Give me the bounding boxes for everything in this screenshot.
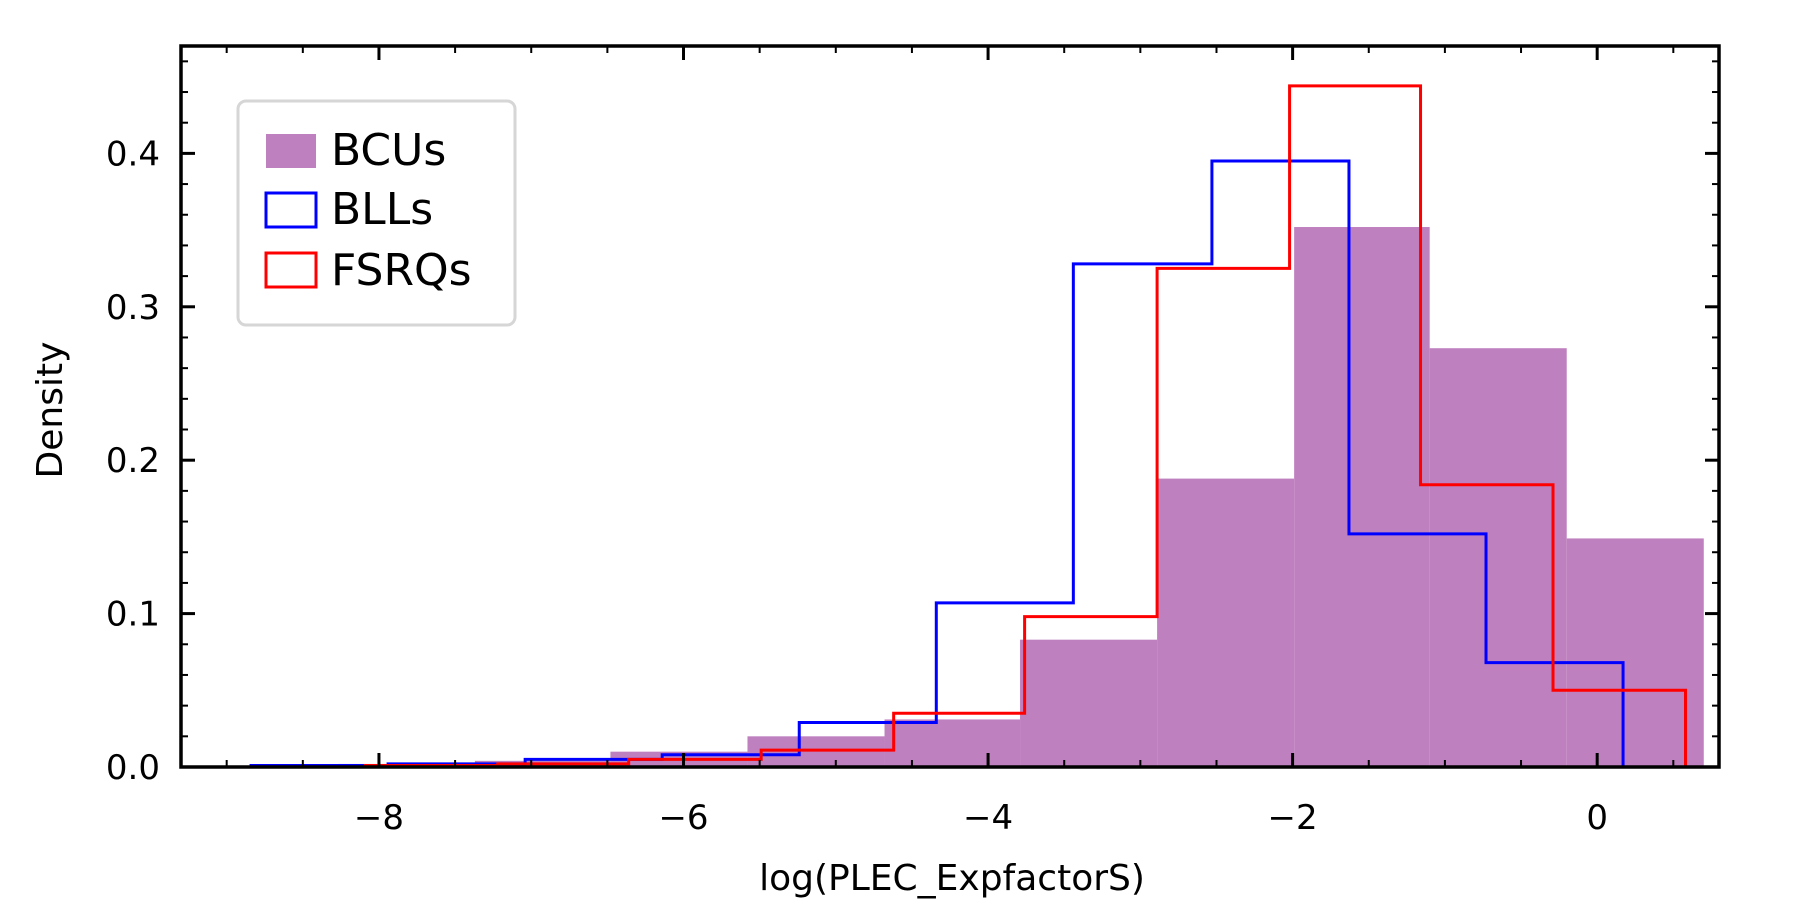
legend-label-bcus: BCUs: [331, 125, 446, 176]
bcus-bar: [1157, 478, 1295, 767]
axis-ticks: −8 −6 −4 −2 0 0.0 0.1 0.2 0.3 0.4: [106, 46, 1719, 838]
x-axis-label: log(PLEC_ExpfactorS): [759, 858, 1145, 899]
blls-step-line: [249, 159, 1625, 767]
axes-frame: [179, 44, 1721, 769]
y-tick-label: 0.4: [106, 134, 160, 174]
y-tick-label: 0.0: [106, 748, 160, 788]
step-lines: [249, 84, 1687, 767]
y-tick-label: 0.3: [106, 288, 160, 328]
legend-swatch-blls: [264, 191, 318, 229]
legend-label-fsrqs: FSRQs: [331, 245, 472, 296]
bcus-bar: [1566, 538, 1704, 767]
bcus-bar: [1020, 639, 1158, 767]
bcus-bar: [884, 719, 1021, 767]
x-tick-label: −8: [354, 798, 404, 838]
fsrqs-step-line: [363, 84, 1687, 767]
bcus-bar: [747, 736, 885, 767]
bcus-bars: [337, 227, 1704, 767]
x-tick-label: −2: [1268, 798, 1318, 838]
legend: BCUs BLLs FSRQs: [236, 99, 517, 327]
legend-label-blls: BLLs: [331, 184, 433, 235]
bcus-bar: [1294, 227, 1430, 767]
x-tick-label: 0: [1586, 798, 1608, 838]
y-axis-label: Density: [30, 342, 71, 479]
legend-swatch-fsrqs: [264, 251, 318, 289]
legend-swatch-bcus: [266, 134, 316, 168]
y-tick-label: 0.2: [106, 441, 160, 481]
x-tick-label: −4: [963, 798, 1013, 838]
x-tick-label: −6: [658, 798, 708, 838]
y-tick-label: 0.1: [106, 595, 160, 635]
plot-frame: [179, 44, 1721, 769]
bcus-bar: [1429, 348, 1567, 767]
